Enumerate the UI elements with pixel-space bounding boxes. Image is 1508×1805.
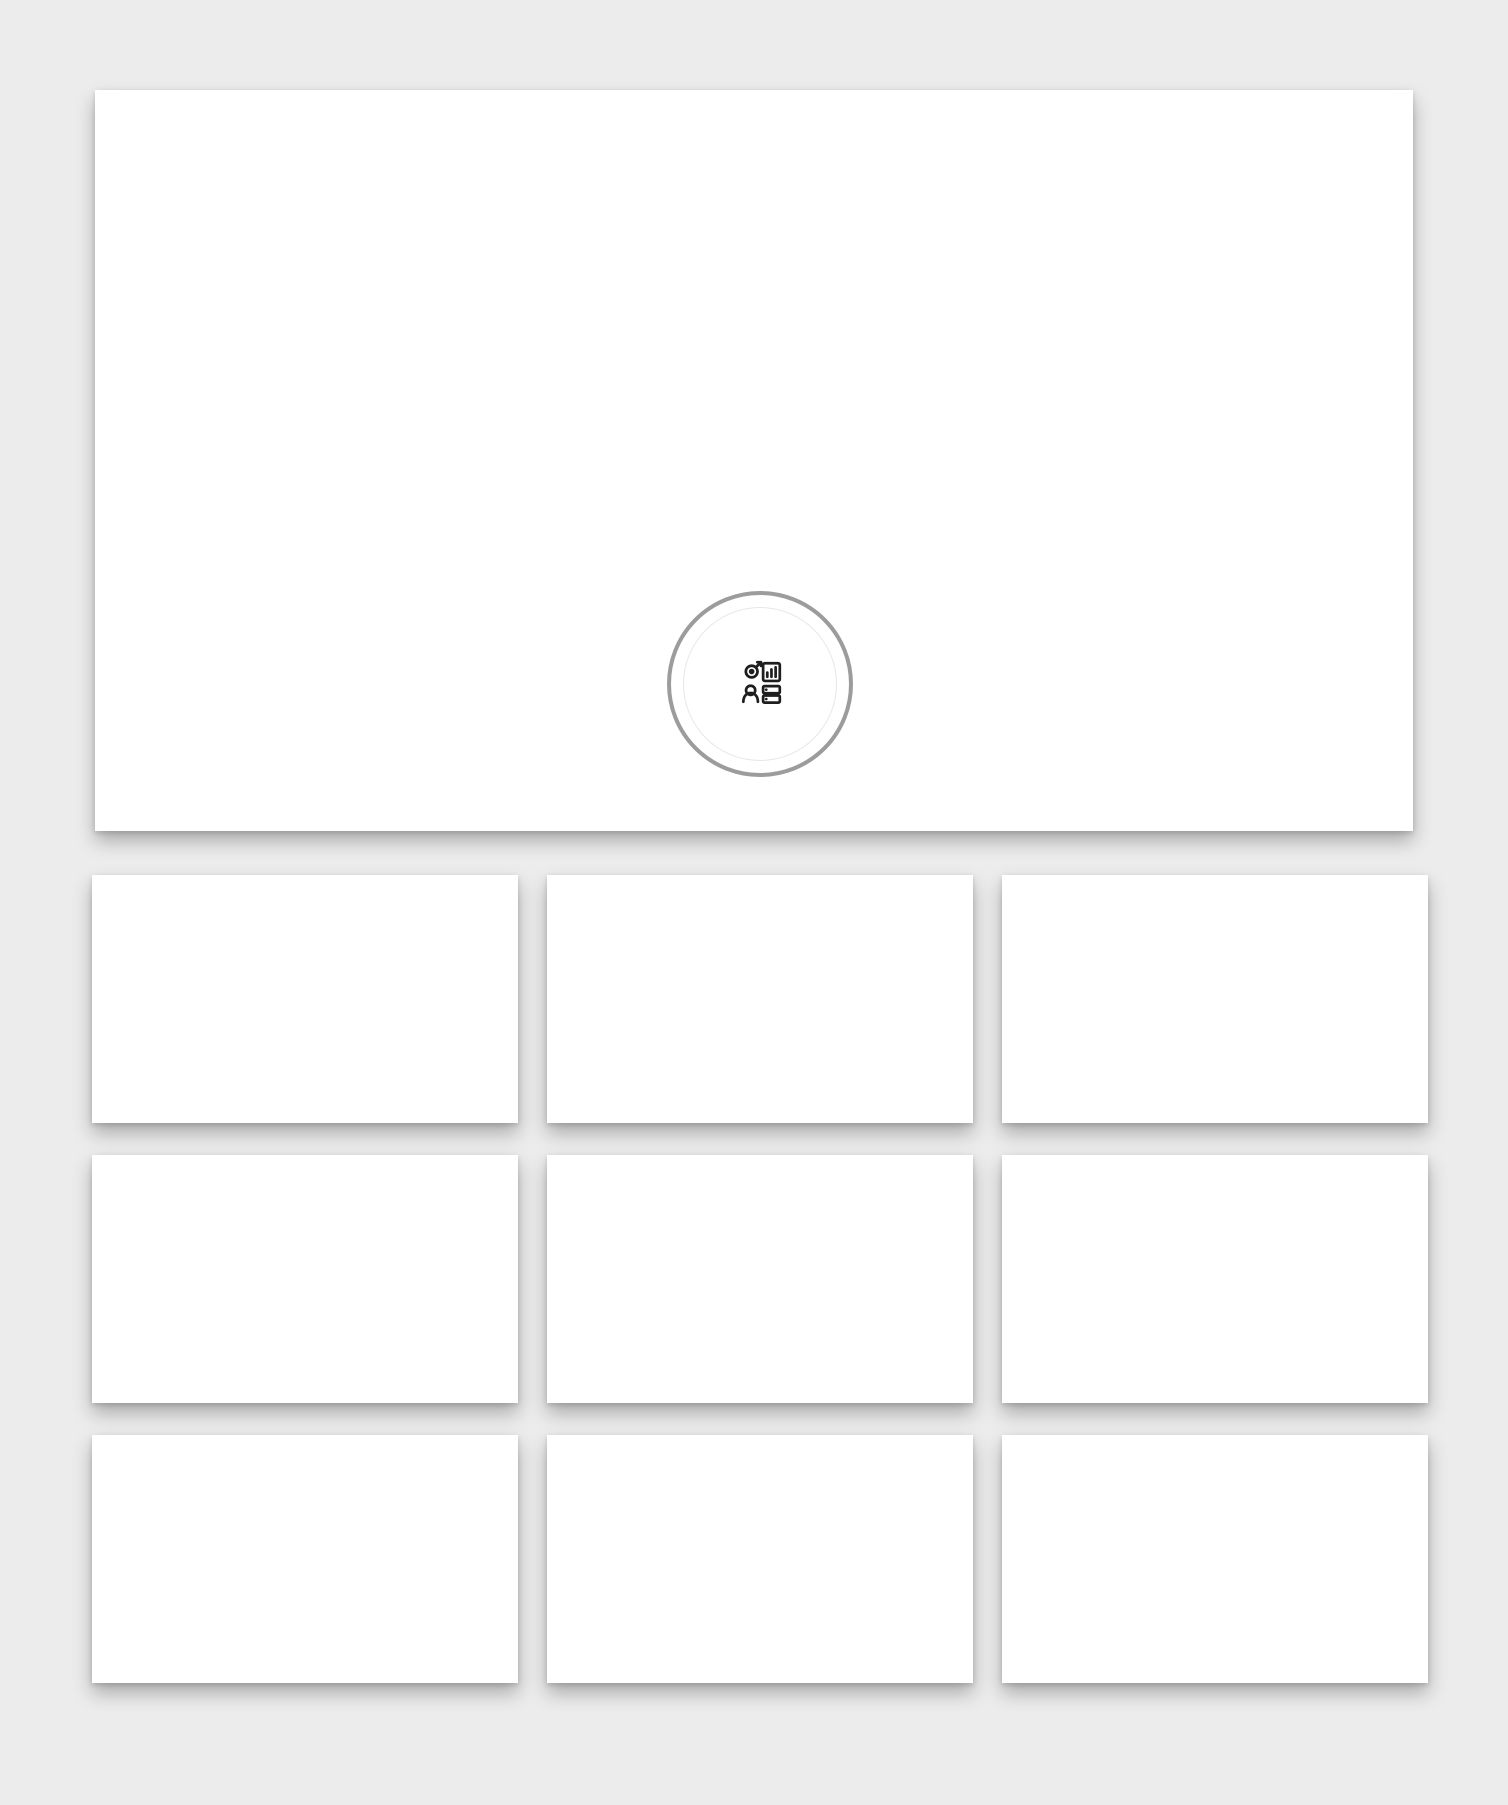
slide-thumbnail-quadrant-matrix[interactable] <box>547 1435 973 1683</box>
crm-pie-chart <box>547 875 973 1123</box>
slide-thumbnail-wheel[interactable] <box>92 1155 518 1403</box>
slide-thumbnail-arch-banners[interactable] <box>1002 1435 1428 1683</box>
slide-thumbnail-arrow-banners[interactable] <box>92 1435 518 1683</box>
slide-thumbnail-numbered-banners[interactable] <box>1002 875 1428 1123</box>
crm-person-icon <box>731 658 789 708</box>
slide-thumbnail-crm-pie[interactable] <box>547 875 973 1123</box>
slide-hero[interactable] <box>95 90 1413 831</box>
slide-thumbnail-pill-cards[interactable] <box>547 1155 973 1403</box>
slide-thumbnail-phases-circles[interactable] <box>92 875 518 1123</box>
crm-center-node <box>667 591 853 777</box>
slide-thumbnail-process-boxes[interactable] <box>1002 1155 1428 1403</box>
